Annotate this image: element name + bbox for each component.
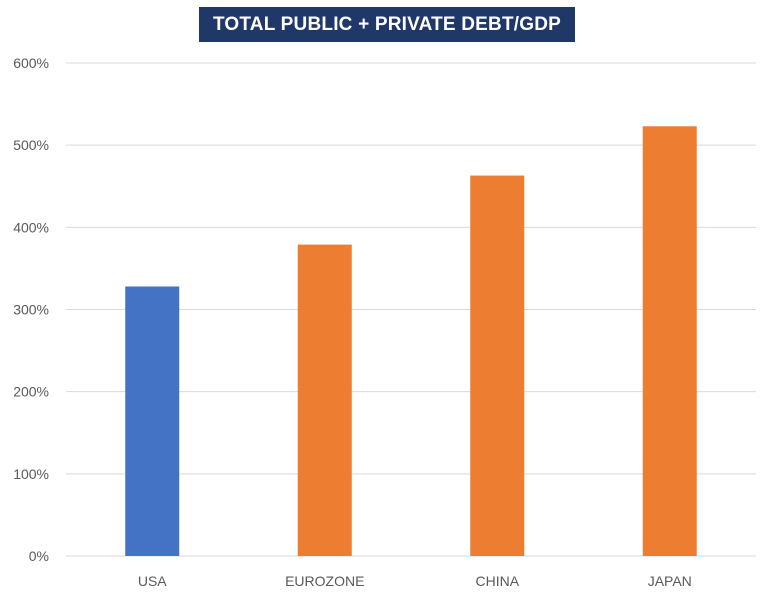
y-tick-label: 200%	[13, 384, 49, 400]
y-tick-label: 400%	[13, 219, 49, 235]
y-tick-label: 300%	[13, 302, 49, 318]
x-category-label: USA	[138, 573, 167, 589]
gridlines	[66, 62, 756, 557]
bar-usa	[125, 286, 180, 556]
bar-eurozone	[297, 244, 352, 557]
y-tick-label: 0%	[29, 548, 49, 564]
bar-japan	[642, 126, 697, 556]
y-tick-label: 100%	[13, 466, 49, 482]
x-category-label: JAPAN	[648, 573, 692, 589]
y-tick-label: 600%	[13, 55, 49, 71]
y-tick-label: 500%	[13, 137, 49, 153]
bars	[125, 126, 697, 557]
y-axis-ticks: 0% 100% 200% 300% 400% 500% 600%	[13, 55, 49, 564]
x-category-label: EUROZONE	[285, 573, 364, 589]
chart-title: TOTAL PUBLIC + PRIVATE DEBT/GDP	[199, 7, 575, 42]
x-category-label: CHINA	[475, 573, 519, 589]
bar-china	[470, 175, 525, 556]
x-axis-categories: USA EUROZONE CHINA JAPAN	[138, 573, 692, 589]
